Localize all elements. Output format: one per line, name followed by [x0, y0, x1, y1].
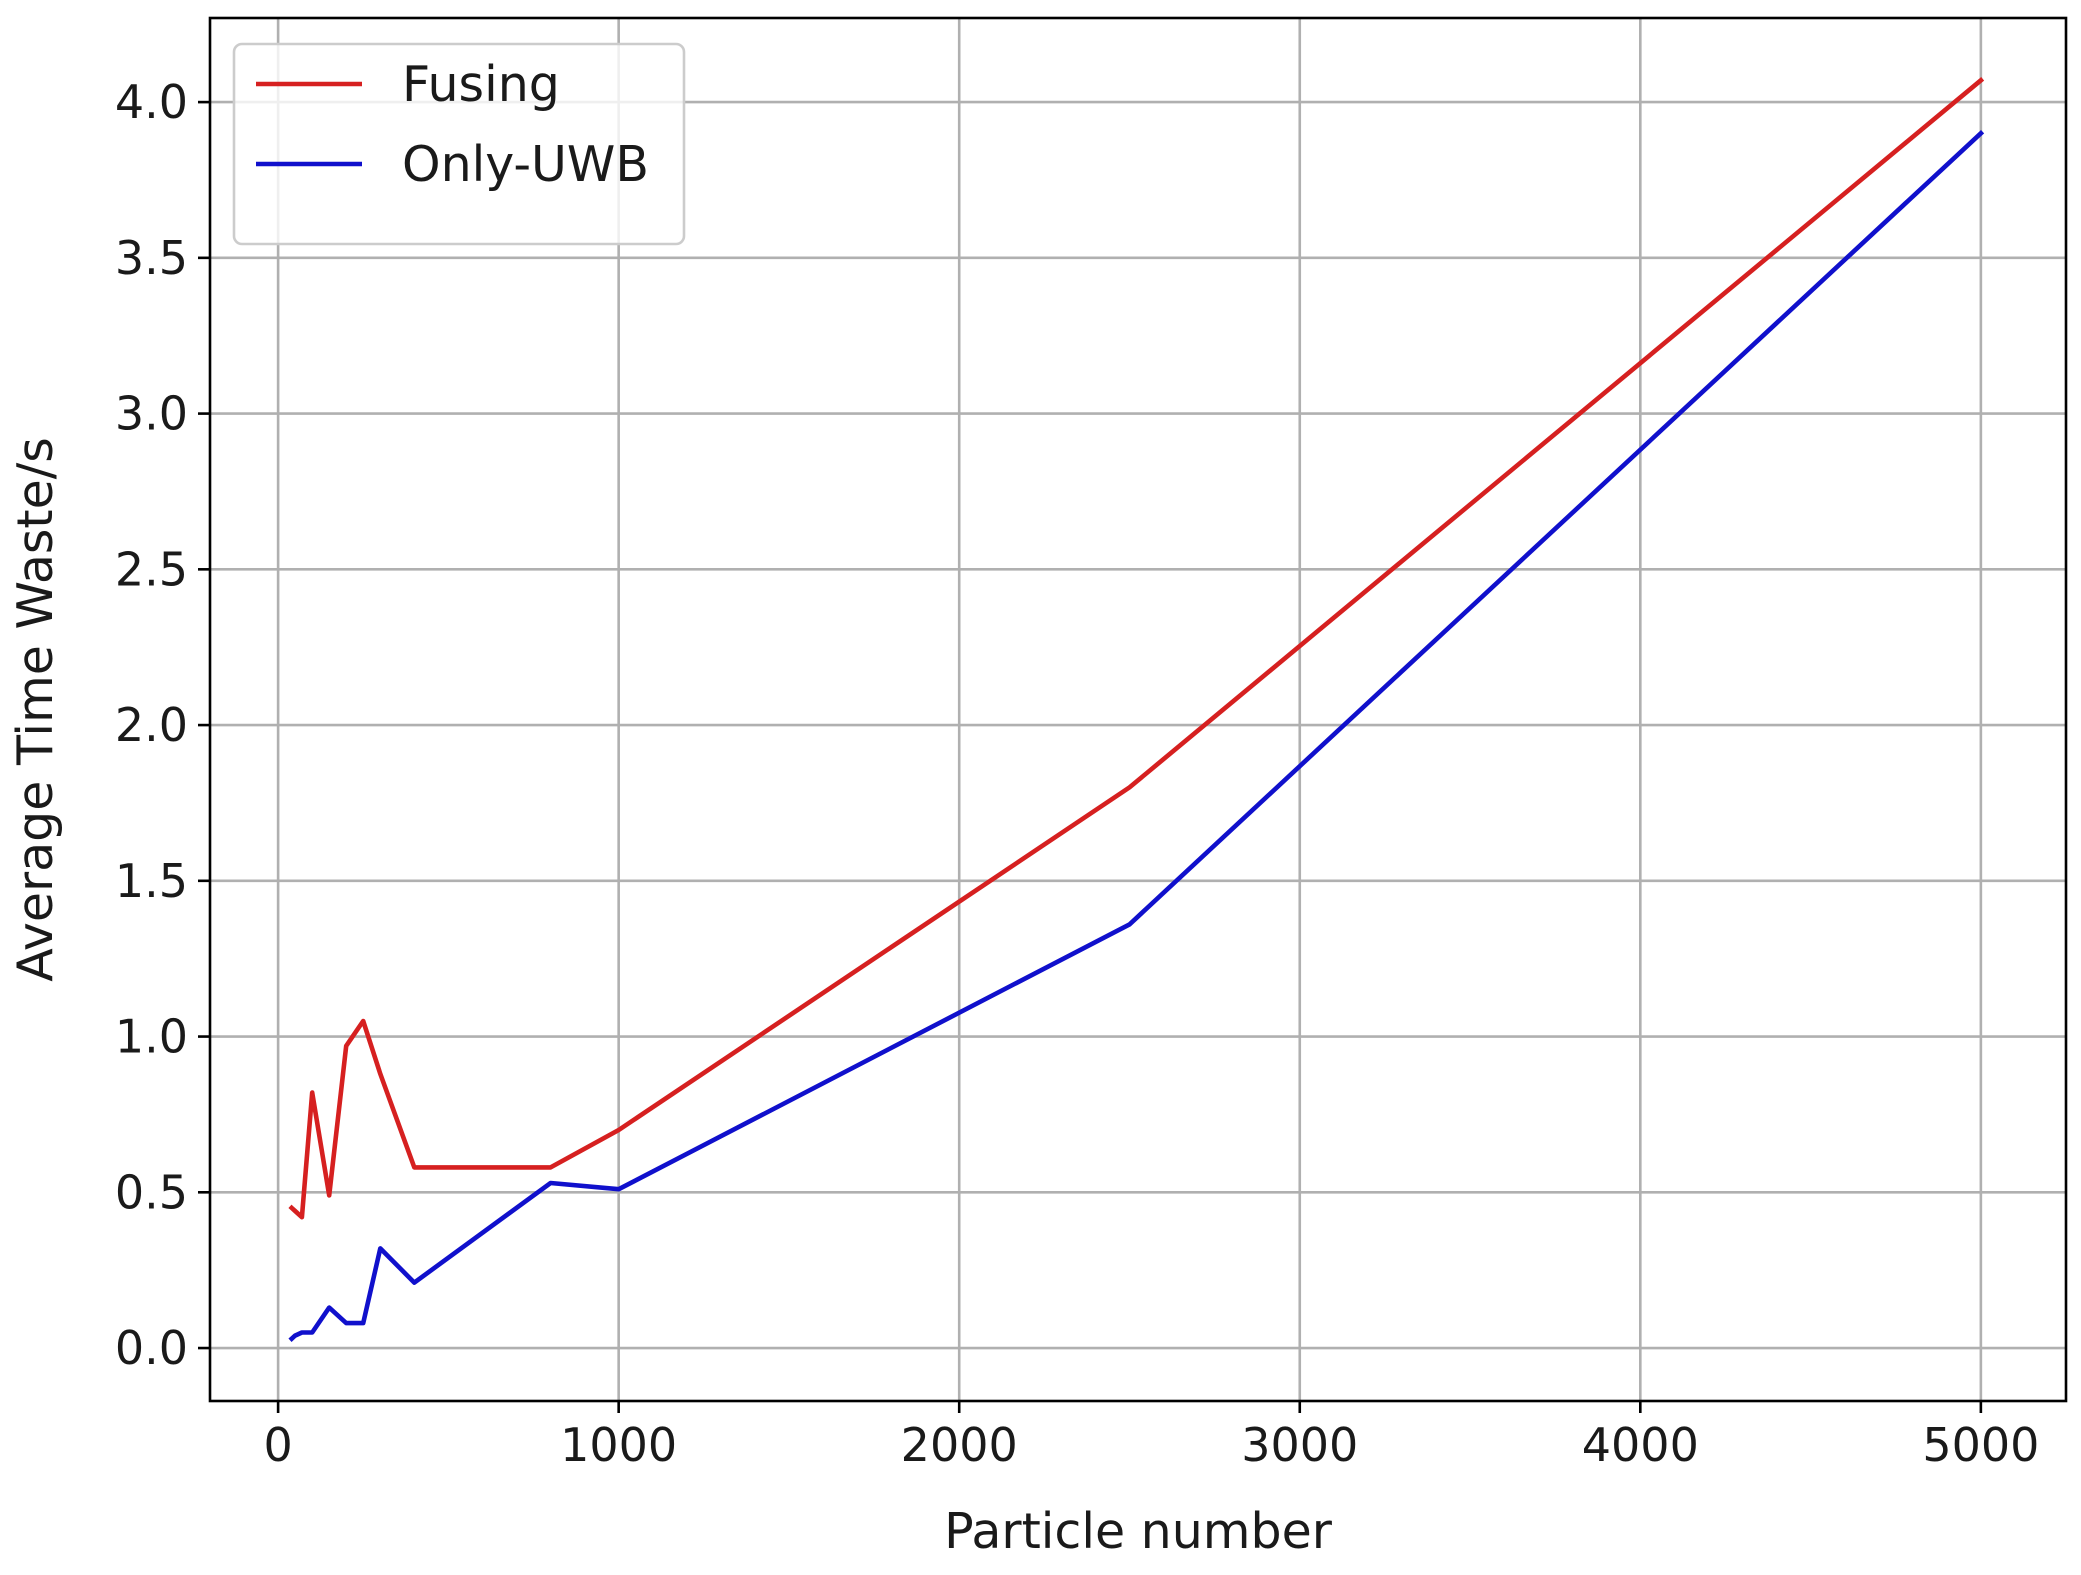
x-tick-label: 5000: [1922, 1418, 2039, 1472]
grid-lines: [210, 18, 2066, 1401]
axis-ticks: 0 1000 2000 3000 4000 5000 0.0 0.5 1.0 1.5 2.0 2.5 3…: [115, 75, 2040, 1472]
series-line-only-uwb: [288, 129, 1985, 1342]
series-line-fusing: [288, 77, 1985, 1220]
legend: Fusing Only-UWB: [232, 42, 686, 246]
y-tick-label: 2.5: [115, 542, 188, 596]
y-axis-label: Average Time Waste/s: [7, 437, 64, 982]
plot-frame: [208, 16, 2068, 1403]
x-tick-label: 1000: [560, 1418, 677, 1472]
y-tick-label: 3.0: [115, 387, 188, 441]
y-tick-label: 3.5: [115, 231, 188, 285]
legend-label: Fusing: [402, 56, 560, 113]
x-tick-label: 2000: [901, 1418, 1018, 1472]
x-tick-label: 3000: [1241, 1418, 1358, 1472]
y-tick-label: 0.0: [115, 1321, 188, 1375]
y-tick-label: 1.0: [115, 1010, 188, 1064]
series-lines: [288, 77, 1985, 1342]
x-tick-label: 0: [263, 1418, 292, 1472]
y-tick-label: 1.5: [115, 854, 188, 908]
y-tick-label: 4.0: [115, 75, 188, 129]
legend-box: [232, 42, 686, 246]
x-axis-label: Particle number: [944, 1503, 1333, 1560]
x-tick-label: 4000: [1582, 1418, 1699, 1472]
y-tick-label: 2.0: [115, 698, 188, 752]
legend-label: Only-UWB: [402, 136, 649, 193]
y-tick-label: 0.5: [115, 1165, 188, 1219]
